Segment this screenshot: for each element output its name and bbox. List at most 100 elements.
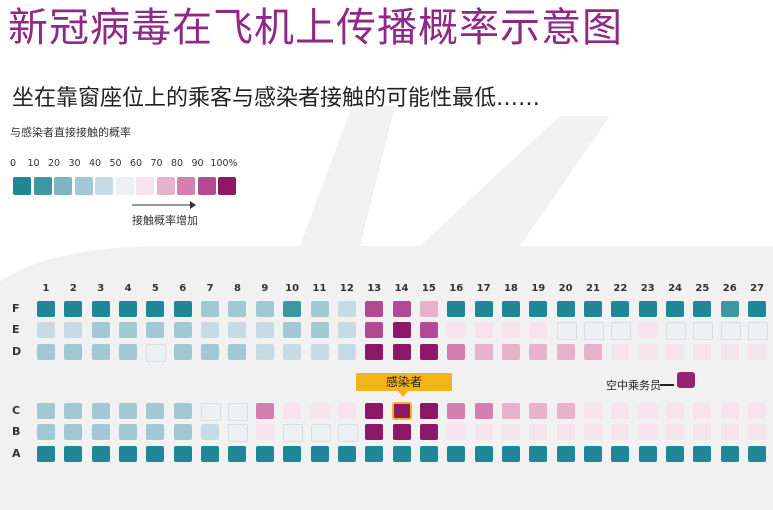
seat xyxy=(173,424,192,440)
seat xyxy=(337,446,356,462)
seat xyxy=(37,301,55,317)
row-number: 14 xyxy=(394,283,409,294)
seat xyxy=(255,301,274,317)
seat xyxy=(720,446,739,462)
seat xyxy=(310,301,329,317)
seat xyxy=(584,301,602,317)
row-number: 4 xyxy=(124,283,132,294)
seat xyxy=(283,301,302,317)
row-number: 21 xyxy=(586,283,600,294)
row-number: 7 xyxy=(206,283,214,294)
seat xyxy=(201,424,220,440)
seat xyxy=(283,344,302,360)
seat xyxy=(173,403,192,419)
seat xyxy=(584,424,602,440)
seat xyxy=(611,446,630,462)
seat xyxy=(474,424,493,440)
row-number: 25 xyxy=(695,283,710,294)
seat xyxy=(228,301,247,317)
legend-tick-label: 0 xyxy=(9,158,17,169)
crew-connector-line xyxy=(660,384,674,386)
seat xyxy=(228,403,249,421)
seat xyxy=(748,322,769,340)
subtitle: 坐在靠窗座位上的乘客与感染者接触的可能性最低…… xyxy=(12,86,541,111)
row-number: 9 xyxy=(261,283,269,294)
seat xyxy=(37,322,55,338)
seat xyxy=(365,301,384,317)
seat xyxy=(611,424,630,440)
seat xyxy=(146,344,167,362)
seat xyxy=(666,301,685,317)
row-number: 15 xyxy=(421,283,436,294)
seat xyxy=(529,322,548,338)
seat-letter-label: D xyxy=(12,345,22,358)
increase-arrow-icon xyxy=(132,201,196,209)
seat xyxy=(748,424,767,440)
seat xyxy=(91,424,110,440)
seat xyxy=(419,403,438,419)
seat xyxy=(556,344,575,360)
seat xyxy=(501,301,520,317)
seat xyxy=(611,403,630,419)
seat xyxy=(173,446,192,462)
seat xyxy=(173,344,192,360)
seat xyxy=(201,344,220,360)
seat xyxy=(474,322,493,338)
seat xyxy=(447,301,466,317)
airplane-horizontal-stabilizer xyxy=(420,116,610,246)
row-number: 8 xyxy=(233,283,241,294)
seat xyxy=(474,344,493,360)
seat xyxy=(64,424,83,440)
row-number: 11 xyxy=(312,283,327,294)
seat xyxy=(748,344,767,360)
seat xyxy=(638,301,657,317)
seat xyxy=(173,322,192,338)
seat xyxy=(283,403,302,419)
legend-tick-label: 60 xyxy=(129,158,143,169)
seat xyxy=(556,301,575,317)
seat xyxy=(37,344,55,360)
seat xyxy=(556,424,575,440)
seat xyxy=(119,322,138,338)
legend-swatch xyxy=(13,177,31,195)
row-number: 19 xyxy=(531,283,546,294)
seat xyxy=(173,301,192,317)
seat xyxy=(119,301,138,317)
seat xyxy=(693,344,712,360)
seat xyxy=(720,344,739,360)
row-number: 10 xyxy=(285,283,300,294)
seat xyxy=(255,446,274,462)
legend-swatch xyxy=(54,177,72,195)
seat xyxy=(310,344,329,360)
airplane-tail-fin xyxy=(300,106,395,246)
seat xyxy=(201,301,220,317)
seat xyxy=(64,322,83,338)
row-number: 23 xyxy=(640,283,655,294)
seat xyxy=(337,301,356,317)
legend-swatch xyxy=(136,177,154,195)
seat xyxy=(529,403,548,419)
seat xyxy=(611,322,632,340)
row-number: 16 xyxy=(449,283,464,294)
seat xyxy=(91,322,110,338)
seat xyxy=(584,446,602,462)
seat xyxy=(474,403,493,419)
seat-letter-label: B xyxy=(12,425,21,438)
seat xyxy=(748,403,767,419)
seat xyxy=(529,424,548,440)
seat xyxy=(638,424,657,440)
row-number: 5 xyxy=(151,283,159,294)
seat xyxy=(255,403,274,419)
seat xyxy=(310,446,329,462)
seat xyxy=(201,403,222,421)
seat xyxy=(392,424,411,440)
legend-tick-label: 40 xyxy=(88,158,102,169)
seat xyxy=(748,301,767,317)
seat xyxy=(720,403,739,419)
seat xyxy=(447,403,466,419)
seat-letter-label: E xyxy=(12,323,20,336)
seat xyxy=(365,446,384,462)
legend-tick-label: 10 xyxy=(27,158,40,169)
seat xyxy=(310,403,329,419)
row-number: 20 xyxy=(558,283,573,294)
